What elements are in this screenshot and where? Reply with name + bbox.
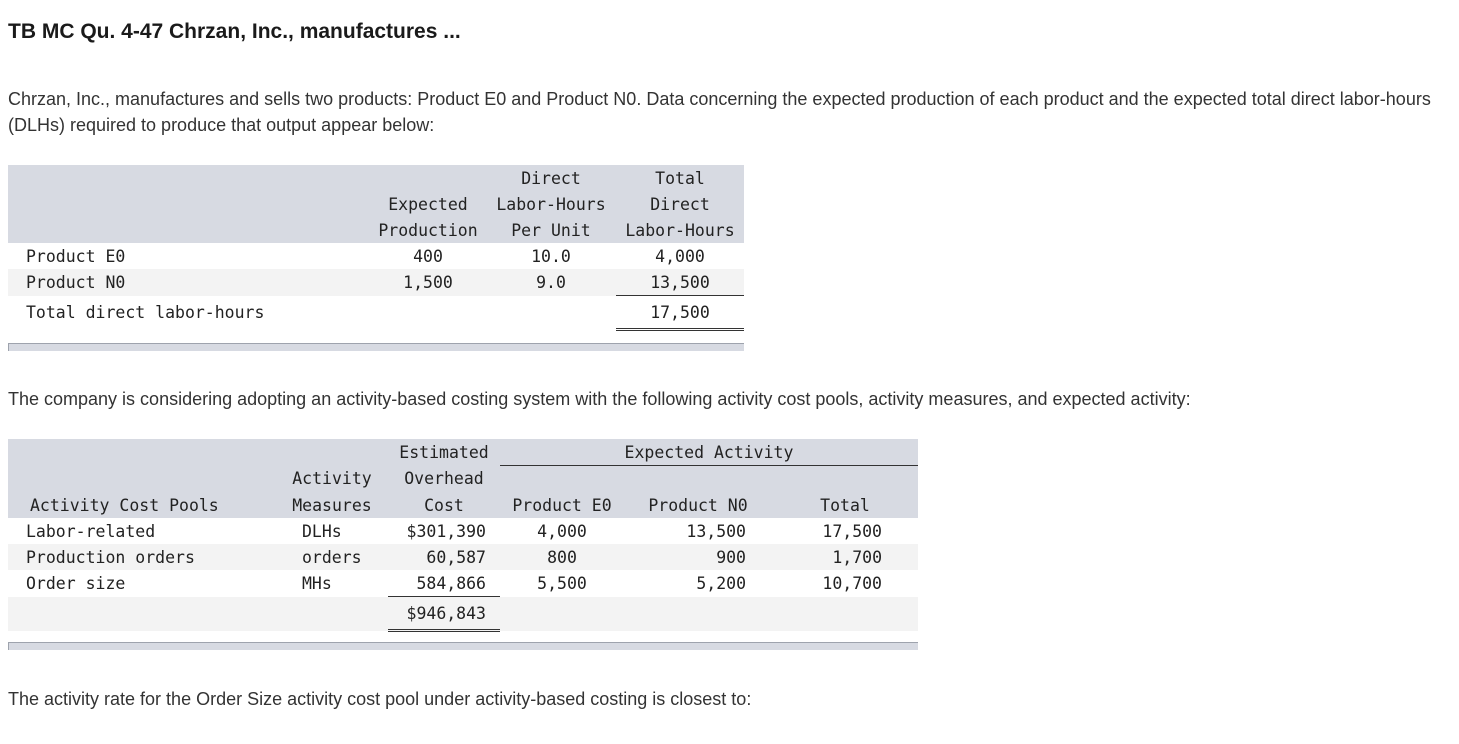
header-measures-line2: Measures bbox=[276, 492, 388, 518]
activity-cost-table: Estimated Expected Activity Activity Ove… bbox=[8, 439, 918, 632]
header-dlh-line1: Direct bbox=[486, 165, 616, 191]
table-row: Order size MHs 584,866 5,500 5,200 10,70… bbox=[8, 570, 918, 597]
header-total-line2: Direct bbox=[616, 191, 744, 217]
e0-activity: 800 bbox=[500, 544, 624, 570]
n0-activity: 13,500 bbox=[686, 521, 746, 541]
labor-hours-table: Direct Total Expected Labor-Hours Direct… bbox=[8, 165, 744, 331]
n0-activity: 900 bbox=[624, 544, 772, 570]
header-dlh-line2: Labor-Hours bbox=[486, 191, 616, 217]
total-activity: 1,700 bbox=[772, 544, 918, 570]
header-product-n0: Product N0 bbox=[624, 492, 772, 518]
abc-intro-paragraph: The company is considering adopting an a… bbox=[8, 389, 1191, 409]
measure: orders bbox=[276, 544, 388, 570]
table-divider bbox=[8, 343, 744, 351]
row-label: Product N0 bbox=[8, 269, 370, 296]
cost: 60,587 bbox=[388, 544, 500, 570]
intro-paragraph: Chrzan, Inc., manufactures and sells two… bbox=[8, 89, 1431, 135]
header-total-line1: Total bbox=[616, 165, 744, 191]
total-activity: 10,700 bbox=[822, 573, 882, 593]
table-row: Product E0 400 10.0 4,000 bbox=[8, 243, 744, 269]
total-label: Total direct labor-hours bbox=[26, 303, 265, 322]
table-row: Production orders orders 60,587 800 900 … bbox=[8, 544, 918, 570]
measure: DLHs bbox=[302, 521, 342, 541]
measure: MHs bbox=[302, 573, 332, 593]
header-cost-line2: Overhead bbox=[388, 465, 500, 492]
row-per-unit: 9.0 bbox=[486, 269, 616, 296]
row-production: 400 bbox=[413, 246, 443, 266]
table-row: Labor-related DLHs $301,390 4,000 13,500… bbox=[8, 518, 918, 544]
row-total: 13,500 bbox=[616, 269, 744, 296]
header-measures-line1: Activity bbox=[276, 465, 388, 492]
total-row: Total direct labor-hours 17,500 bbox=[8, 295, 744, 331]
e0-activity: 4,000 bbox=[537, 521, 587, 541]
cost: 584,866 bbox=[388, 570, 500, 597]
total-cost: $946,843 bbox=[388, 596, 500, 632]
total-cost-row: $946,843 bbox=[8, 596, 918, 632]
cost: $301,390 bbox=[406, 521, 486, 541]
pool-name: Labor-related bbox=[26, 521, 156, 541]
row-per-unit: 10.0 bbox=[531, 246, 571, 266]
header-pools: Activity Cost Pools bbox=[8, 492, 276, 518]
total-value: 17,500 bbox=[616, 295, 744, 331]
header-expected-line1: Expected bbox=[370, 191, 486, 217]
n0-activity: 5,200 bbox=[696, 573, 746, 593]
header-product-e0: Product E0 bbox=[500, 492, 624, 518]
pool-name: Order size bbox=[26, 573, 126, 593]
header-cost-line1: Estimated bbox=[388, 439, 500, 466]
header-dlh-line3: Per Unit bbox=[486, 217, 616, 243]
table-row: Product N0 1,500 9.0 13,500 bbox=[8, 269, 744, 296]
header-cost-line3: Cost bbox=[388, 492, 500, 518]
row-label: Product E0 bbox=[26, 246, 126, 266]
pool-name: Production orders bbox=[8, 544, 276, 570]
row-production: 1,500 bbox=[370, 269, 486, 296]
header-expected-activity: Expected Activity bbox=[500, 439, 918, 466]
total-activity: 17,500 bbox=[822, 521, 882, 541]
e0-activity: 5,500 bbox=[537, 573, 587, 593]
question-title: TB MC Qu. 4-47 Chrzan, Inc., manufacture… bbox=[8, 20, 461, 43]
header-expected-line2: Production bbox=[370, 217, 486, 243]
table-divider bbox=[8, 642, 918, 650]
row-total: 4,000 bbox=[655, 246, 705, 266]
question-text: The activity rate for the Order Size act… bbox=[8, 689, 752, 709]
header-total: Total bbox=[772, 492, 918, 518]
header-total-line3: Labor-Hours bbox=[616, 217, 744, 243]
